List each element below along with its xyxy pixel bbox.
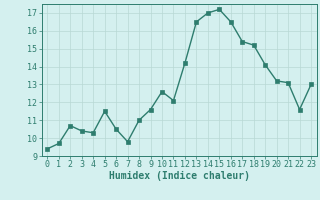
X-axis label: Humidex (Indice chaleur): Humidex (Indice chaleur) <box>109 171 250 181</box>
